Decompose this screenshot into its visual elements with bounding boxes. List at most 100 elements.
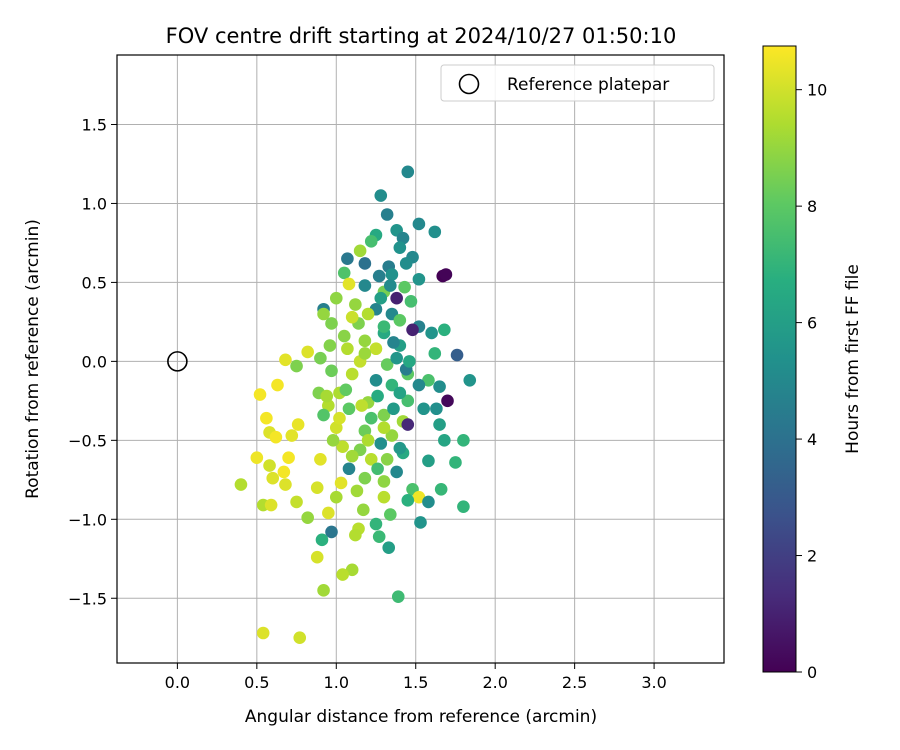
- data-point: [433, 418, 446, 431]
- data-point: [310, 481, 324, 495]
- data-point: [263, 459, 276, 472]
- data-point: [384, 279, 397, 292]
- colorbar-gradient: [762, 45, 797, 673]
- data-point: [404, 295, 418, 308]
- data-point: [390, 465, 403, 479]
- data-point: [374, 291, 388, 305]
- data-point: [323, 339, 337, 352]
- plot-frame: [116, 54, 725, 664]
- data-point: [325, 364, 338, 378]
- data-points: [234, 165, 477, 645]
- data-point: [315, 533, 329, 547]
- chart-title: FOV centre drift starting at 2024/10/27 …: [166, 24, 677, 48]
- data-point: [449, 456, 462, 469]
- data-point: [260, 411, 273, 425]
- data-point: [279, 478, 292, 491]
- data-point: [428, 225, 442, 239]
- x-tick-label: 1.5: [403, 673, 428, 692]
- data-point: [390, 291, 403, 305]
- data-point: [380, 358, 394, 371]
- y-tick-label: −1.0: [68, 510, 107, 529]
- grid-lines: [117, 55, 724, 663]
- data-point: [361, 307, 375, 321]
- data-point: [234, 478, 248, 491]
- x-tick-label: 1.0: [324, 673, 349, 692]
- data-point: [342, 277, 356, 291]
- data-point: [342, 402, 356, 416]
- data-point: [387, 402, 400, 416]
- data-point: [377, 475, 391, 488]
- data-point: [374, 189, 388, 202]
- y-tick-label: −1.5: [68, 589, 107, 608]
- data-point: [463, 374, 477, 387]
- y-tick-label: 1.0: [82, 194, 107, 213]
- data-point: [457, 434, 470, 447]
- data-point: [329, 291, 343, 305]
- data-point: [393, 441, 407, 455]
- data-point: [401, 394, 415, 408]
- data-point: [329, 421, 343, 434]
- data-point: [372, 269, 386, 283]
- data-point: [339, 383, 353, 397]
- data-point: [369, 342, 383, 356]
- data-point: [336, 568, 349, 581]
- data-point: [385, 268, 399, 281]
- data-point: [350, 484, 364, 498]
- data-point: [334, 476, 348, 490]
- y-tick-label: 1.5: [82, 115, 107, 134]
- data-point: [385, 378, 399, 392]
- data-point: [369, 517, 383, 531]
- data-point: [256, 626, 270, 640]
- data-point: [337, 266, 351, 280]
- data-point: [293, 631, 307, 645]
- data-point: [314, 351, 327, 365]
- data-point: [390, 351, 403, 365]
- legend-box: [440, 64, 715, 102]
- data-point: [412, 490, 426, 504]
- data-point: [301, 511, 314, 525]
- data-point: [384, 508, 397, 521]
- data-point: [364, 452, 378, 466]
- data-point: [433, 380, 446, 393]
- x-tick-label: 0.0: [165, 673, 190, 692]
- data-point: [361, 434, 375, 447]
- data-point: [314, 452, 327, 466]
- data-point: [412, 272, 426, 286]
- data-point: [336, 440, 349, 453]
- data-point: [356, 503, 370, 517]
- data-point: [329, 490, 343, 504]
- data-point: [358, 424, 372, 438]
- data-point: [441, 394, 454, 408]
- data-point: [380, 208, 394, 221]
- colorbar-tick-label: 2: [807, 547, 817, 566]
- x-tick-label: 3.0: [641, 673, 666, 692]
- data-point: [403, 355, 416, 368]
- data-point: [385, 429, 399, 442]
- x-axis: 0.0 0.5 1.0 1.5 2.0 2.5 3.0: [165, 663, 667, 692]
- data-point: [285, 429, 299, 442]
- data-point: [301, 345, 314, 359]
- data-point: [434, 482, 448, 496]
- x-tick-label: 2.0: [482, 673, 507, 692]
- data-point: [322, 506, 335, 520]
- data-point: [317, 307, 330, 321]
- data-point: [393, 314, 407, 327]
- data-point: [401, 165, 415, 179]
- data-point: [279, 353, 292, 367]
- colorbar-label: Hours from first FF file: [843, 264, 863, 454]
- data-point: [290, 495, 303, 509]
- data-point: [358, 471, 372, 485]
- data-point: [345, 367, 359, 381]
- data-point: [391, 590, 405, 603]
- legend-marker: [458, 73, 480, 95]
- data-point: [401, 494, 415, 507]
- data-point: [371, 462, 384, 476]
- y-axis: −1.5 −1.0 −0.5 0.0 0.5 1.0 1.5: [68, 115, 117, 608]
- data-point: [358, 279, 372, 292]
- data-point: [377, 490, 391, 504]
- data-point: [264, 498, 278, 512]
- data-point: [406, 323, 419, 337]
- data-point: [371, 389, 384, 403]
- data-point: [325, 525, 338, 539]
- data-point: [422, 374, 435, 387]
